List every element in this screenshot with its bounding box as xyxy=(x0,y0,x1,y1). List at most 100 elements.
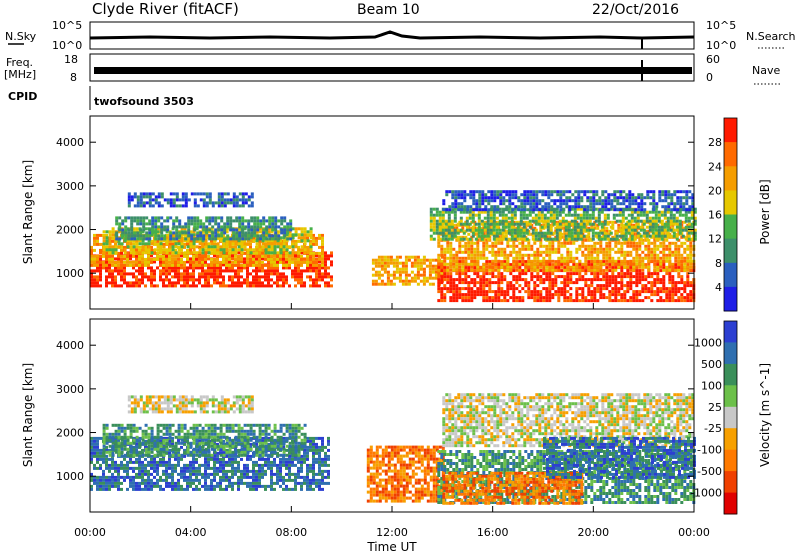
power-cell xyxy=(235,237,239,241)
power-cell xyxy=(214,222,218,226)
power-cell xyxy=(569,275,573,279)
power-cell xyxy=(615,213,619,217)
power-cell xyxy=(214,216,218,220)
power-cell xyxy=(596,247,600,251)
power-cell xyxy=(192,269,195,273)
power-cell xyxy=(563,281,567,285)
power-cell xyxy=(327,266,330,270)
power-cell xyxy=(473,256,477,260)
power-cell xyxy=(495,231,499,235)
power-cell xyxy=(270,263,273,267)
power-cell xyxy=(136,219,140,223)
power-cell xyxy=(614,229,618,233)
power-region xyxy=(127,192,254,208)
power-cell xyxy=(374,270,378,274)
power-cell xyxy=(557,299,561,303)
power-cell xyxy=(261,242,265,246)
power-cell xyxy=(228,263,231,267)
power-cell xyxy=(153,275,156,279)
power-cell xyxy=(413,264,417,268)
power-cell xyxy=(636,222,640,226)
power-cell xyxy=(294,275,297,279)
power-cell xyxy=(593,226,597,230)
power-cell xyxy=(449,247,453,251)
power-cell xyxy=(471,228,475,232)
power-cell xyxy=(324,269,327,273)
power-cell xyxy=(501,231,505,235)
power-cell xyxy=(464,296,468,300)
power-cell xyxy=(602,275,606,279)
power-cell xyxy=(121,228,125,232)
power-cell xyxy=(548,290,552,294)
power-cell xyxy=(195,257,198,261)
power-cell xyxy=(198,239,201,243)
power-cell xyxy=(545,290,549,294)
power-cell xyxy=(150,251,154,255)
power-cell xyxy=(159,275,162,279)
power-cell xyxy=(491,272,495,276)
power-cell xyxy=(231,245,234,249)
power-cell xyxy=(485,296,489,300)
power-cell xyxy=(510,228,514,232)
power-cell xyxy=(608,247,612,251)
power-cell xyxy=(509,287,513,291)
power-cell xyxy=(638,278,642,282)
power-cell xyxy=(175,216,179,220)
power-cell xyxy=(587,263,591,267)
power-cell xyxy=(581,244,585,248)
power-cell xyxy=(449,287,453,291)
power-cell xyxy=(518,253,522,257)
power-cell xyxy=(689,262,693,266)
power-cell xyxy=(327,254,330,258)
power-cell xyxy=(129,239,133,243)
power-cell xyxy=(617,223,621,227)
power-cell xyxy=(321,248,324,252)
power-cell xyxy=(241,201,245,205)
power-cell xyxy=(437,281,441,285)
power-cell xyxy=(683,265,687,269)
power-cell xyxy=(686,253,690,257)
power-cell xyxy=(611,287,615,291)
power-cell xyxy=(255,251,258,255)
power-cell xyxy=(534,216,538,220)
power-cell xyxy=(181,195,185,199)
power-cell xyxy=(297,248,301,252)
power-cell xyxy=(154,231,158,235)
power-cell xyxy=(150,269,153,273)
power-cell xyxy=(171,251,175,255)
power-cell xyxy=(198,251,202,255)
power-cell xyxy=(160,234,164,238)
power-cell xyxy=(458,287,462,291)
power-cell xyxy=(501,213,505,217)
power-cell xyxy=(458,272,462,276)
power-cell xyxy=(662,284,666,288)
power-cell xyxy=(145,195,149,199)
power-cell xyxy=(563,296,567,300)
power-cell xyxy=(555,222,559,226)
power-cell xyxy=(594,234,598,238)
power-cell xyxy=(282,266,285,270)
power-cell xyxy=(608,265,612,269)
power-cell xyxy=(154,195,158,199)
power-cell xyxy=(259,234,263,238)
power-cell xyxy=(303,269,306,273)
power-cell xyxy=(668,247,672,251)
power-cell xyxy=(570,228,574,232)
power-cell xyxy=(129,254,132,258)
power-cell xyxy=(560,287,564,291)
power-cell xyxy=(241,195,245,199)
power-cell xyxy=(240,263,243,267)
power-cell xyxy=(306,269,309,273)
power-cell xyxy=(198,266,201,270)
power-cell xyxy=(282,245,286,249)
power-cell xyxy=(186,278,189,282)
power-cell xyxy=(321,245,324,249)
freq-trace xyxy=(94,67,692,74)
power-cell xyxy=(558,225,562,229)
power-cell xyxy=(132,227,136,231)
power-cell xyxy=(135,227,139,231)
power-cell xyxy=(321,236,324,240)
power-cell xyxy=(216,260,219,264)
power-cell xyxy=(196,222,200,226)
power-cell xyxy=(300,248,304,252)
